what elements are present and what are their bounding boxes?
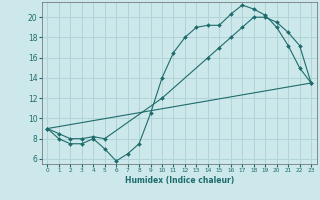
- X-axis label: Humidex (Indice chaleur): Humidex (Indice chaleur): [124, 176, 234, 185]
